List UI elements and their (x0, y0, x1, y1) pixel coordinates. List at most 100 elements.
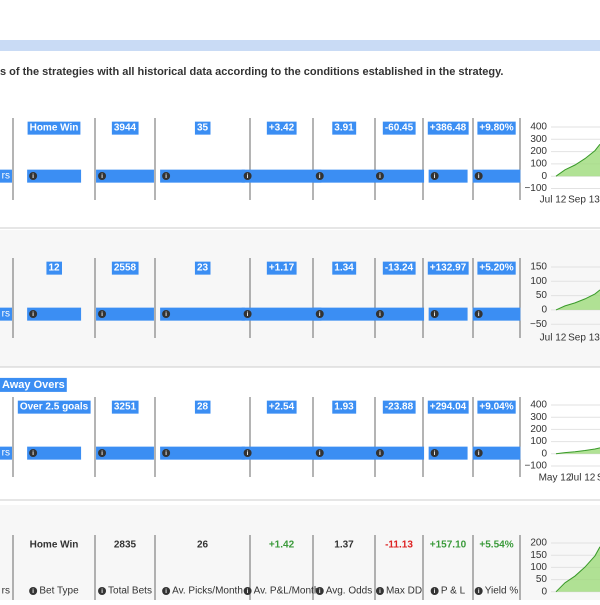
info-icon-i: i (247, 174, 249, 180)
info-icon-i: i (478, 451, 480, 457)
cell-label: Av. P&L/Month (254, 586, 320, 597)
info-icon (98, 587, 107, 595)
chart-x-tick: Jul 12 (569, 473, 596, 484)
chart-y-tick: 300 (530, 412, 547, 423)
selection (194, 121, 211, 135)
chart-y-tick: 200 (530, 424, 547, 435)
selection (27, 169, 82, 183)
selection (27, 446, 82, 460)
selection (332, 121, 357, 135)
chart-x-tick: Sep 13 (568, 333, 600, 344)
chart-y-tick: 150 (530, 262, 547, 273)
chart-x-tick: Sep 13 (568, 195, 600, 206)
chart-y-tick: 0 (541, 586, 547, 597)
cell-value: Home Win (30, 540, 79, 551)
info-icon-i: i (101, 312, 103, 318)
chart-y-tick: 100 (530, 276, 547, 287)
info-icon-i: i (165, 312, 167, 318)
chart-y-tick: 50 (536, 290, 548, 301)
info-icon (474, 587, 483, 595)
info-icon-i: i (319, 312, 321, 318)
selection (111, 400, 139, 414)
info-icon (315, 587, 324, 595)
selection (0, 307, 12, 321)
info-icon-i: i (478, 312, 480, 318)
selection (111, 261, 139, 275)
info-icon-i: i (434, 589, 436, 595)
info-icon (162, 310, 171, 318)
cell-value: -11.13 (385, 540, 413, 551)
selection (241, 169, 322, 183)
cell-value: +5.54% (479, 540, 513, 551)
selection (0, 377, 67, 392)
info-icon (474, 310, 483, 318)
info-icon (98, 449, 107, 457)
chart-area (556, 289, 600, 310)
info-icon-i: i (32, 589, 34, 595)
selection (241, 446, 322, 460)
chart-x-tick: Jul 12 (540, 195, 567, 206)
info-icon (375, 172, 384, 180)
info-icon (315, 449, 324, 457)
info-icon (29, 587, 38, 595)
cell-label: Av. Picks/Month (172, 586, 243, 597)
selection (266, 400, 297, 414)
info-icon (375, 587, 384, 595)
chart-y-tick: 100 (530, 562, 547, 573)
chart-y-tick: 400 (530, 400, 547, 411)
cell-label: Bet Type (39, 586, 79, 597)
selection (472, 446, 521, 460)
info-icon (162, 449, 171, 457)
info-icon-i: i (32, 174, 34, 180)
chart-y-tick: −100 (524, 461, 547, 472)
chart-y-tick: 100 (530, 159, 547, 170)
selection (382, 400, 416, 414)
info-icon (243, 172, 252, 180)
info-icon-i: i (379, 174, 381, 180)
cell-value: +132.97 (430, 263, 467, 274)
cell-value: -23.88 (385, 402, 414, 413)
chart-line (555, 143, 600, 177)
cell-value: 3944 (114, 123, 137, 134)
cell-value: 2558 (114, 263, 137, 274)
info-icon-i: i (319, 451, 321, 457)
cell-value: +5.20% (479, 263, 513, 274)
info-icon (243, 310, 252, 318)
chart-x-tick: Jul 12 (540, 333, 567, 344)
cell-value: +9.80% (479, 123, 513, 134)
chart-area (556, 546, 600, 592)
info-icon-i: i (319, 174, 321, 180)
cell-value: 1.34 (334, 263, 354, 274)
selection (428, 446, 468, 460)
selection (382, 121, 416, 135)
left-label: rs (2, 586, 10, 597)
selection (313, 169, 375, 183)
row-bg (0, 230, 600, 367)
cell-value: +157.10 (430, 540, 467, 551)
info-icon-i: i (101, 589, 103, 595)
info-icon-i: i (434, 451, 436, 457)
selection (472, 169, 521, 183)
chart-y-tick: 300 (530, 134, 547, 145)
info-icon (243, 449, 252, 457)
chart-line (555, 447, 600, 455)
info-icon (375, 449, 384, 457)
info-icon (430, 172, 439, 180)
cell-label: P & L (441, 586, 466, 597)
selection (313, 307, 375, 321)
info-icon (430, 587, 439, 595)
selection (160, 446, 245, 460)
info-icon (375, 310, 384, 318)
selection (160, 169, 245, 183)
info-icon-i: i (319, 589, 321, 595)
selection (373, 307, 425, 321)
info-icon (430, 310, 439, 318)
cell-label: Avg. Odds (326, 586, 373, 597)
chart-y-tick: 400 (530, 122, 547, 133)
selection (332, 261, 357, 275)
chart-y-tick: 150 (530, 550, 547, 561)
chart-line (555, 546, 600, 593)
cell-value: 35 (197, 123, 209, 134)
left-label: rs (2, 309, 10, 320)
